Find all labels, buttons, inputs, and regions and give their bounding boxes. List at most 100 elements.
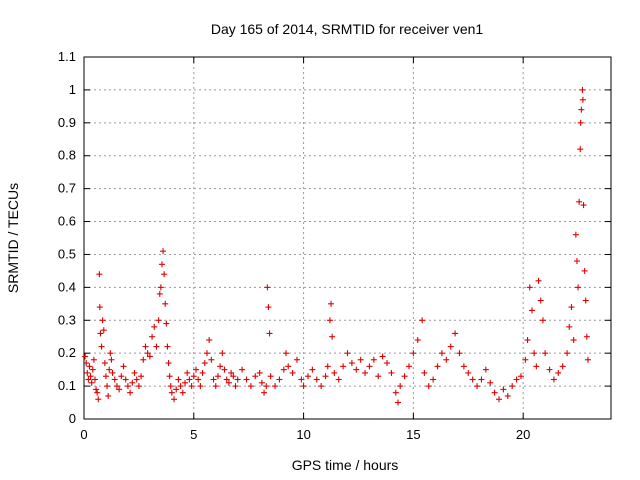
- data-point: [190, 373, 197, 380]
- data-point: [151, 323, 158, 330]
- data-point: [234, 376, 241, 383]
- data-point: [344, 350, 351, 357]
- data-point: [118, 373, 125, 380]
- data-point: [116, 386, 123, 393]
- data-point: [322, 373, 329, 380]
- data-point: [225, 379, 232, 386]
- data-point: [186, 376, 193, 383]
- data-point: [100, 327, 107, 334]
- data-point: [487, 379, 494, 386]
- data-point: [353, 366, 360, 373]
- data-point: [401, 373, 408, 380]
- x-tick-label: 20: [516, 427, 530, 442]
- data-point: [192, 366, 199, 373]
- data-point: [232, 383, 239, 390]
- data-point: [535, 277, 542, 284]
- data-point: [539, 317, 546, 324]
- data-point: [504, 392, 511, 399]
- data-point: [579, 96, 586, 103]
- x-tick-label: 0: [80, 427, 87, 442]
- data-point: [524, 337, 531, 344]
- data-point: [568, 304, 575, 311]
- data-point: [175, 376, 182, 383]
- y-tick-label: 0.1: [58, 378, 76, 393]
- data-point: [388, 369, 395, 376]
- data-point: [95, 396, 102, 403]
- data-point: [96, 304, 103, 311]
- data-point: [438, 350, 445, 357]
- data-point: [555, 369, 562, 376]
- y-tick-label: 0.9: [58, 115, 76, 130]
- data-point: [309, 366, 316, 373]
- data-point: [162, 300, 169, 307]
- y-tick-label: 0.3: [58, 312, 76, 327]
- data-point: [579, 86, 586, 93]
- data-point: [156, 290, 163, 297]
- data-point: [572, 231, 579, 238]
- data-point: [482, 366, 489, 373]
- data-point: [513, 376, 520, 383]
- data-point: [153, 343, 160, 350]
- y-tick-label: 1.1: [58, 49, 76, 64]
- data-point: [108, 356, 115, 363]
- data-point: [195, 376, 202, 383]
- data-point: [550, 376, 557, 383]
- data-point: [85, 376, 92, 383]
- data-point: [357, 356, 364, 363]
- chart-title: Day 165 of 2014, SRMTID for receiver ven…: [211, 21, 484, 37]
- data-point: [88, 379, 95, 386]
- data-point: [430, 376, 437, 383]
- data-point: [531, 350, 538, 357]
- data-point: [443, 356, 450, 363]
- data-point: [414, 337, 421, 344]
- data-point: [221, 366, 228, 373]
- data-point: [120, 363, 127, 370]
- data-point: [105, 392, 112, 399]
- data-point: [272, 383, 279, 390]
- data-point: [160, 248, 167, 255]
- data-point: [173, 386, 180, 393]
- data-point: [366, 363, 373, 370]
- data-point: [405, 363, 412, 370]
- data-point: [528, 307, 535, 314]
- data-point: [583, 333, 590, 340]
- data-point: [104, 383, 111, 390]
- data-point: [577, 119, 584, 126]
- data-point: [113, 383, 120, 390]
- data-point: [318, 383, 325, 390]
- data-point: [293, 356, 300, 363]
- data-point: [166, 373, 173, 380]
- data-point: [107, 350, 114, 357]
- data-point: [447, 343, 454, 350]
- data-point: [522, 356, 529, 363]
- y-ticks: 0 0.1 0.2 0.3 0.4 0.5 0.6 0.7 0.8 0.9 1 1.1: [58, 49, 611, 426]
- data-point: [264, 284, 271, 291]
- data-point: [395, 399, 402, 406]
- data-point: [83, 360, 90, 367]
- data-point: [300, 383, 307, 390]
- data-point: [219, 350, 226, 357]
- data-point: [474, 383, 481, 390]
- data-point: [559, 363, 566, 370]
- data-point: [578, 106, 585, 113]
- x-tick-label: 15: [406, 427, 420, 442]
- data-point: [469, 376, 476, 383]
- data-point: [201, 360, 208, 367]
- data-point: [491, 389, 498, 396]
- data-point: [573, 258, 580, 265]
- data-point: [276, 376, 283, 383]
- data-point: [101, 360, 108, 367]
- data-point: [203, 350, 210, 357]
- data-point: [122, 376, 129, 383]
- data-point: [313, 376, 320, 383]
- data-point: [106, 366, 113, 373]
- data-point: [146, 353, 153, 360]
- y-tick-label: 0: [69, 411, 76, 426]
- data-point: [164, 343, 171, 350]
- data-point: [157, 284, 164, 291]
- data-point: [230, 373, 237, 380]
- data-point: [135, 383, 142, 390]
- data-point: [133, 376, 140, 383]
- data-point: [348, 360, 355, 367]
- data-point: [289, 369, 296, 376]
